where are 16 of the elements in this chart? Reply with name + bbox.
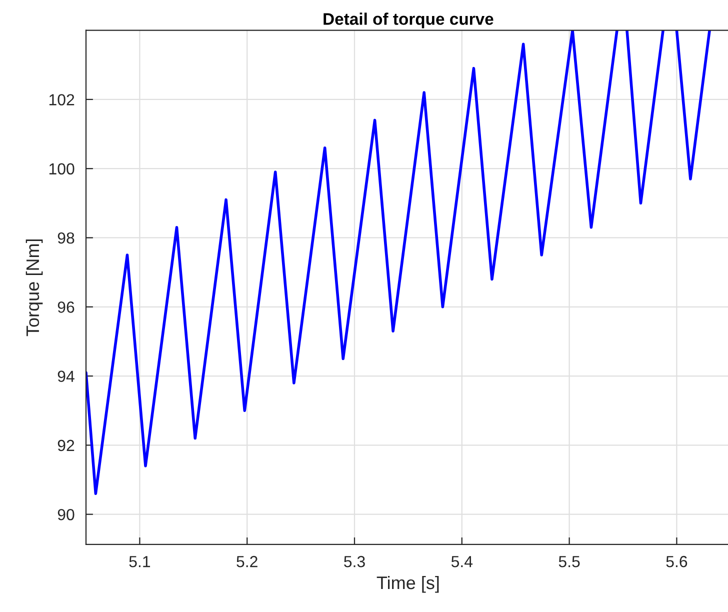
y-tick-label: 90 (58, 508, 74, 520)
x-axis-title: Time [s] (376, 576, 439, 593)
chart-title: Detail of torque curve (324, 12, 494, 28)
y-tick-label: 92 (58, 440, 74, 452)
x-tick-label: 5.4 (451, 556, 473, 568)
x-tick-label: 5.2 (236, 556, 258, 568)
y-tick-label: 96 (58, 302, 74, 313)
y-tick-label: 94 (58, 370, 74, 382)
x-tick-label: 5.5 (558, 556, 580, 568)
y-tick-label: 98 (58, 232, 74, 244)
y-tick-label: 100 (49, 163, 74, 175)
x-tick-label: 5.3 (344, 556, 365, 568)
y-tick-label: 102 (49, 94, 74, 106)
y-axis-title: Torque [Nm] (26, 239, 43, 336)
x-tick-label: 5.6 (666, 556, 688, 568)
x-tick-label: 5.1 (129, 556, 150, 568)
